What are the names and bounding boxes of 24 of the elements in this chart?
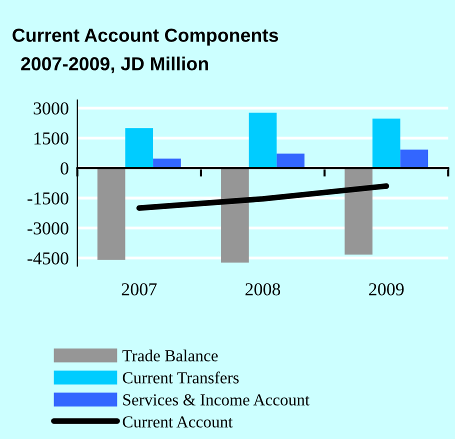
bar <box>221 168 249 263</box>
legend-label: Current Account <box>122 416 233 428</box>
bar <box>125 128 154 168</box>
bar <box>372 118 400 168</box>
y-tick-label: 0 <box>60 162 68 175</box>
y-tick-label: -4500 <box>28 252 68 264</box>
y-tick-label: 1500 <box>34 132 68 145</box>
bar <box>248 112 277 168</box>
y-tick-label: -1500 <box>28 192 68 204</box>
legend-label: Services & Income Account <box>123 394 310 406</box>
chart-title: Current Account Components <box>12 28 278 46</box>
y-tick-label: -3000 <box>28 222 68 234</box>
legend-label: Current Transfers <box>122 372 239 384</box>
y-tick-label: 3000 <box>34 102 68 115</box>
bar <box>344 168 372 255</box>
bar <box>400 150 428 168</box>
x-tick-label: 2008 <box>246 283 280 296</box>
x-tick-label: 2009 <box>369 283 404 296</box>
bar <box>97 168 126 260</box>
legend-label: Trade Balance <box>122 350 218 362</box>
bar <box>153 158 181 168</box>
chart-subtitle: 2007-2009, JD Million <box>21 56 208 74</box>
bar <box>276 154 304 168</box>
x-tick-label: 2007 <box>122 283 157 296</box>
